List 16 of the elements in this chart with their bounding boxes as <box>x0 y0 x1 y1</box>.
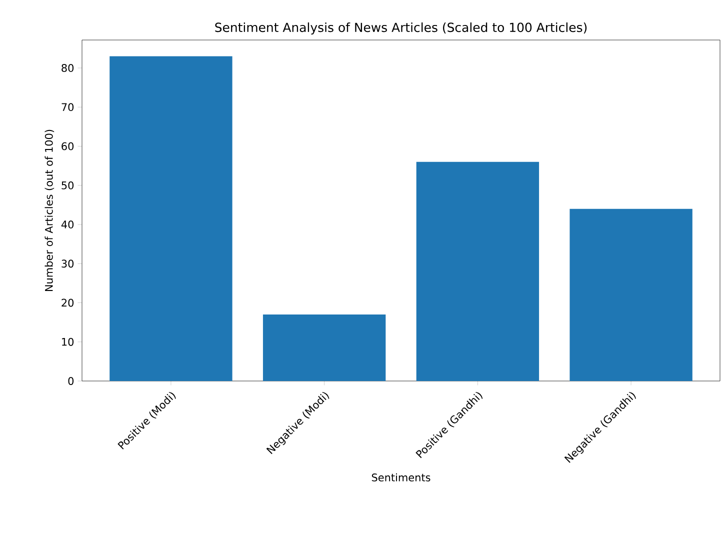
bar <box>416 162 540 381</box>
y-tick-label: 50 <box>62 181 74 190</box>
y-tick-label: 40 <box>61 220 74 228</box>
y-tick-label: 10 <box>62 338 74 346</box>
y-tick-label: 30 <box>62 260 74 268</box>
y-tick-label: 20 <box>62 298 74 307</box>
chart-title: Sentiment Analysis of News Articles (Scaled to 100 Articles) <box>215 22 587 34</box>
y-tick-label: 70 <box>62 103 74 112</box>
bar <box>262 314 386 381</box>
y-axis-title: Number of Articles (out of 100) <box>44 130 54 292</box>
x-axis-title: Sentiments <box>372 473 430 482</box>
y-tick-label: 60 <box>62 142 74 150</box>
bar <box>110 56 232 381</box>
bar <box>570 208 692 381</box>
y-tick-label: 80 <box>62 64 74 72</box>
y-tick-label: 0 <box>68 377 74 385</box>
